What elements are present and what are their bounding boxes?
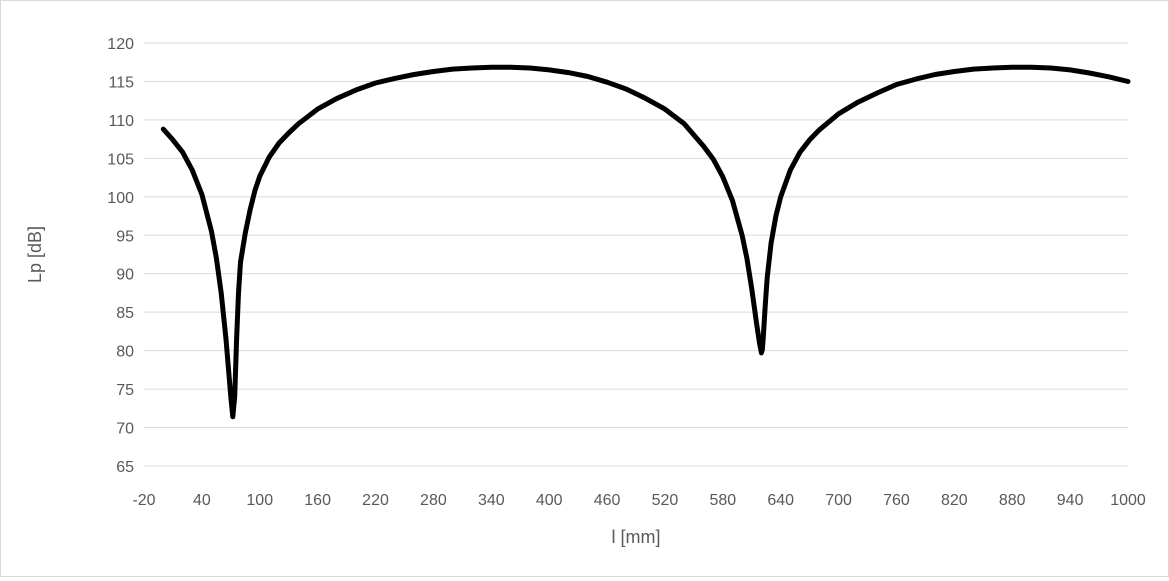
x-tick-label: 220 xyxy=(362,492,389,509)
y-tick-label: 105 xyxy=(107,151,134,168)
y-tick-label: 90 xyxy=(116,267,134,284)
y-tick-label: 115 xyxy=(108,74,134,91)
x-tick-label: 880 xyxy=(999,492,1026,509)
y-tick-label: 80 xyxy=(116,344,134,361)
y-tick-label: 65 xyxy=(116,459,134,476)
x-tick-label: 640 xyxy=(767,492,794,509)
series-line xyxy=(160,64,1131,420)
x-tick-label: -20 xyxy=(132,492,155,509)
series-layer xyxy=(160,64,1131,420)
y-axis-ticks: 65 70 75 80 85 90 95 100 105 110 115 120 xyxy=(107,36,134,476)
x-tick-label: 940 xyxy=(1057,492,1084,509)
x-axis-ticks: -20 40 100 160 220 280 340 400 460 520 580 640 700 76… xyxy=(132,492,1145,509)
x-tick-label: 400 xyxy=(536,492,563,509)
x-tick-label: 280 xyxy=(420,492,447,509)
y-tick-label: 95 xyxy=(116,228,134,245)
x-tick-label: 1000 xyxy=(1110,492,1146,509)
x-tick-label: 100 xyxy=(246,492,273,509)
x-axis-title: l [mm] xyxy=(612,527,661,547)
y-axis-title: Lp [dB] xyxy=(25,226,45,283)
x-tick-label: 460 xyxy=(594,492,621,509)
x-tick-label: 520 xyxy=(652,492,679,509)
x-tick-label: 580 xyxy=(709,492,736,509)
y-tick-label: 75 xyxy=(116,382,134,399)
x-tick-label: 820 xyxy=(941,492,968,509)
x-tick-label: 40 xyxy=(193,492,211,509)
x-tick-label: 160 xyxy=(304,492,331,509)
y-tick-label: 70 xyxy=(116,421,134,438)
gridlines xyxy=(144,42,1128,467)
y-tick-label: 110 xyxy=(108,113,134,130)
y-tick-label: 120 xyxy=(107,36,134,53)
x-tick-label: 700 xyxy=(825,492,852,509)
y-tick-label: 100 xyxy=(107,190,134,207)
x-tick-label: 760 xyxy=(883,492,910,509)
x-tick-label: 340 xyxy=(478,492,505,509)
y-tick-label: 85 xyxy=(116,305,134,322)
